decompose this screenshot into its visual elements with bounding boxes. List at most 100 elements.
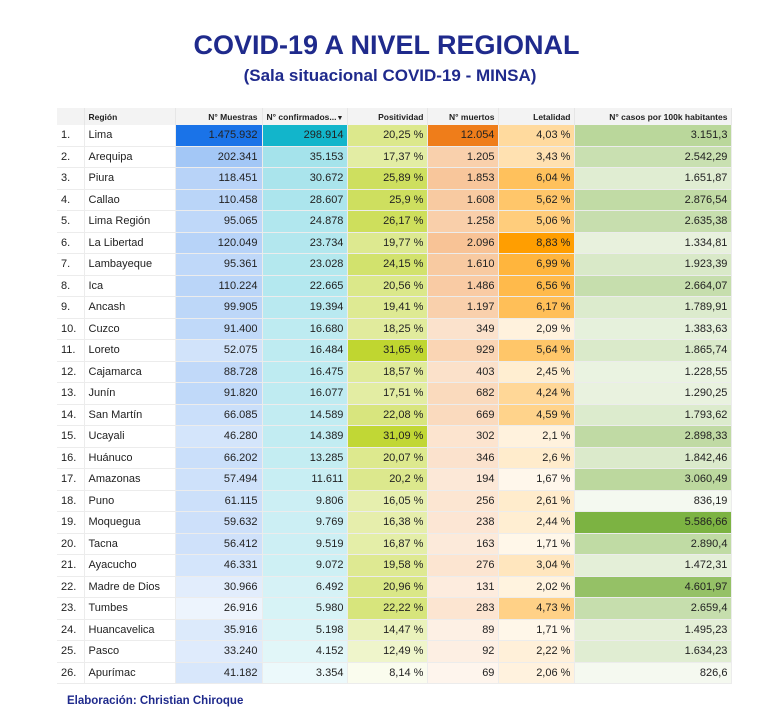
cell-confirmados: 23.028 bbox=[262, 253, 349, 276]
cell-muestras: 52.075 bbox=[175, 339, 263, 362]
cell-num: 6. bbox=[57, 232, 85, 254]
cell-confirmados: 16.077 bbox=[262, 382, 349, 405]
cell-num: 26. bbox=[57, 662, 85, 684]
cell-muestras: 30.966 bbox=[175, 576, 263, 598]
cell-muestras: 110.224 bbox=[175, 275, 263, 297]
header-casos100k[interactable]: N° casos por 100k habitantes bbox=[574, 108, 733, 125]
cell-positividad: 14,47 % bbox=[347, 619, 429, 641]
cell-region: Ica bbox=[84, 275, 176, 297]
cell-muertos: 929 bbox=[427, 339, 500, 362]
table-row: 25. Pasco 33.240 4.152 12,49 % 92 2,22 % 1.634,… bbox=[57, 640, 733, 663]
table-row: 5. Lima Región 95.065 24.878 26,17 % 1.258 5,0… bbox=[57, 210, 733, 233]
cell-num: 13. bbox=[57, 382, 85, 405]
cell-muertos: 2.096 bbox=[427, 232, 500, 254]
cell-muertos: 256 bbox=[427, 490, 500, 512]
cell-region: Moquegua bbox=[84, 511, 176, 534]
page-title: COVID-19 A NIVEL REGIONAL bbox=[193, 30, 580, 60]
cell-muertos: 1.205 bbox=[427, 146, 500, 168]
cell-muestras: 99.905 bbox=[175, 296, 263, 319]
cell-muestras: 66.202 bbox=[175, 447, 263, 469]
cell-muestras: 26.916 bbox=[175, 597, 263, 620]
header-muertos[interactable]: N° muertos bbox=[427, 108, 500, 125]
cell-num: 8. bbox=[57, 275, 85, 297]
cell-num: 16. bbox=[57, 447, 85, 469]
cell-region: Huánuco bbox=[84, 447, 176, 469]
cell-casos100k: 2.659,4 bbox=[574, 597, 733, 620]
table-row: 4. Callao 110.458 28.607 25,9 % 1.608 5,62 % 2.… bbox=[57, 189, 733, 211]
cell-num: 23. bbox=[57, 597, 85, 620]
cell-muestras: 95.361 bbox=[175, 253, 263, 276]
cell-confirmados: 5.980 bbox=[262, 597, 349, 620]
cell-letalidad: 2,6 % bbox=[498, 447, 576, 469]
cell-letalidad: 1,67 % bbox=[498, 468, 576, 491]
cell-casos100k: 1.334,81 bbox=[574, 232, 733, 254]
cell-letalidad: 2,22 % bbox=[498, 640, 576, 663]
cell-region: Cuzco bbox=[84, 318, 176, 340]
table-row: 11. Loreto 52.075 16.484 31,65 % 929 5,64 % 1.8… bbox=[57, 339, 733, 362]
cell-num: 17. bbox=[57, 468, 85, 491]
table-row: 24. Huancavelica 35.916 5.198 14,47 % 89 1,71 … bbox=[57, 619, 733, 641]
cell-region: Junín bbox=[84, 382, 176, 405]
cell-letalidad: 2,09 % bbox=[498, 318, 576, 340]
cell-positividad: 12,49 % bbox=[347, 640, 429, 663]
table-row: 23. Tumbes 26.916 5.980 22,22 % 283 4,73 % 2.65… bbox=[57, 597, 733, 620]
table-row: 17. Amazonas 57.494 11.611 20,2 % 194 1,67 % 3.… bbox=[57, 468, 733, 491]
cell-letalidad: 6,04 % bbox=[498, 167, 576, 190]
cell-confirmados: 9.806 bbox=[262, 490, 349, 512]
cell-region: Pasco bbox=[84, 640, 176, 663]
cell-letalidad: 8,83 % bbox=[498, 232, 576, 254]
table-row: 20. Tacna 56.412 9.519 16,87 % 163 1,71 % 2.890… bbox=[57, 533, 733, 555]
cell-region: Piura bbox=[84, 167, 176, 190]
cell-positividad: 19,41 % bbox=[347, 296, 429, 319]
cell-muestras: 1.475.932 bbox=[175, 125, 263, 147]
cell-letalidad: 1,71 % bbox=[498, 619, 576, 641]
table-row: 26. Apurímac 41.182 3.354 8,14 % 69 2,06 % 826,… bbox=[57, 662, 733, 684]
header-positividad[interactable]: Positividad bbox=[347, 108, 429, 125]
cell-positividad: 19,77 % bbox=[347, 232, 429, 254]
regional-table: Región N° Muestras N° confirmados...▼ Po… bbox=[57, 108, 733, 684]
cell-casos100k: 1.383,63 bbox=[574, 318, 733, 340]
cell-muestras: 91.400 bbox=[175, 318, 263, 340]
cell-positividad: 31,09 % bbox=[347, 425, 429, 448]
header-muestras[interactable]: N° Muestras bbox=[175, 108, 263, 125]
cell-region: Puno bbox=[84, 490, 176, 512]
table-row: 7. Lambayeque 95.361 23.028 24,15 % 1.610 6,99… bbox=[57, 253, 733, 276]
table-row: 13. Junín 91.820 16.077 17,51 % 682 4,24 % 1.29… bbox=[57, 382, 733, 405]
cell-positividad: 20,2 % bbox=[347, 468, 429, 491]
cell-confirmados: 16.680 bbox=[262, 318, 349, 340]
cell-muertos: 349 bbox=[427, 318, 500, 340]
cell-letalidad: 5,06 % bbox=[498, 210, 576, 233]
table-row: 16. Huánuco 66.202 13.285 20,07 % 346 2,6 % 1.8… bbox=[57, 447, 733, 469]
cell-confirmados: 22.665 bbox=[262, 275, 349, 297]
header-confirmados[interactable]: N° confirmados...▼ bbox=[262, 108, 349, 125]
cell-region: Lima bbox=[84, 125, 176, 147]
cell-muertos: 131 bbox=[427, 576, 500, 598]
cell-muestras: 33.240 bbox=[175, 640, 263, 663]
cell-letalidad: 2,1 % bbox=[498, 425, 576, 448]
cell-num: 21. bbox=[57, 554, 85, 577]
cell-muertos: 1.258 bbox=[427, 210, 500, 233]
cell-letalidad: 6,17 % bbox=[498, 296, 576, 319]
cell-positividad: 19,58 % bbox=[347, 554, 429, 577]
cell-letalidad: 4,24 % bbox=[498, 382, 576, 405]
header-letalidad[interactable]: Letalidad bbox=[498, 108, 576, 125]
table-row: 21. Ayacucho 46.331 9.072 19,58 % 276 3,04 % 1.… bbox=[57, 554, 733, 577]
cell-muestras: 59.632 bbox=[175, 511, 263, 534]
cell-region: Madre de Dios bbox=[84, 576, 176, 598]
cell-casos100k: 2.664,07 bbox=[574, 275, 733, 297]
cell-confirmados: 28.607 bbox=[262, 189, 349, 211]
cell-casos100k: 1.634,23 bbox=[574, 640, 733, 663]
header-region[interactable]: Región bbox=[84, 108, 176, 125]
cell-region: Huancavelica bbox=[84, 619, 176, 641]
cell-casos100k: 2.890,4 bbox=[574, 533, 733, 555]
cell-positividad: 20,25 % bbox=[347, 125, 429, 147]
cell-positividad: 25,9 % bbox=[347, 189, 429, 211]
cell-region: Ancash bbox=[84, 296, 176, 319]
cell-casos100k: 826,6 bbox=[574, 662, 733, 684]
table-row: 15. Ucayali 46.280 14.389 31,09 % 302 2,1 % 2.8… bbox=[57, 425, 733, 448]
cell-num: 24. bbox=[57, 619, 85, 641]
cell-confirmados: 14.389 bbox=[262, 425, 349, 448]
table-row: 1. Lima 1.475.932 298.914 20,25 % 12.054 4,03 … bbox=[57, 125, 733, 147]
cell-positividad: 26,17 % bbox=[347, 210, 429, 233]
cell-letalidad: 5,62 % bbox=[498, 189, 576, 211]
